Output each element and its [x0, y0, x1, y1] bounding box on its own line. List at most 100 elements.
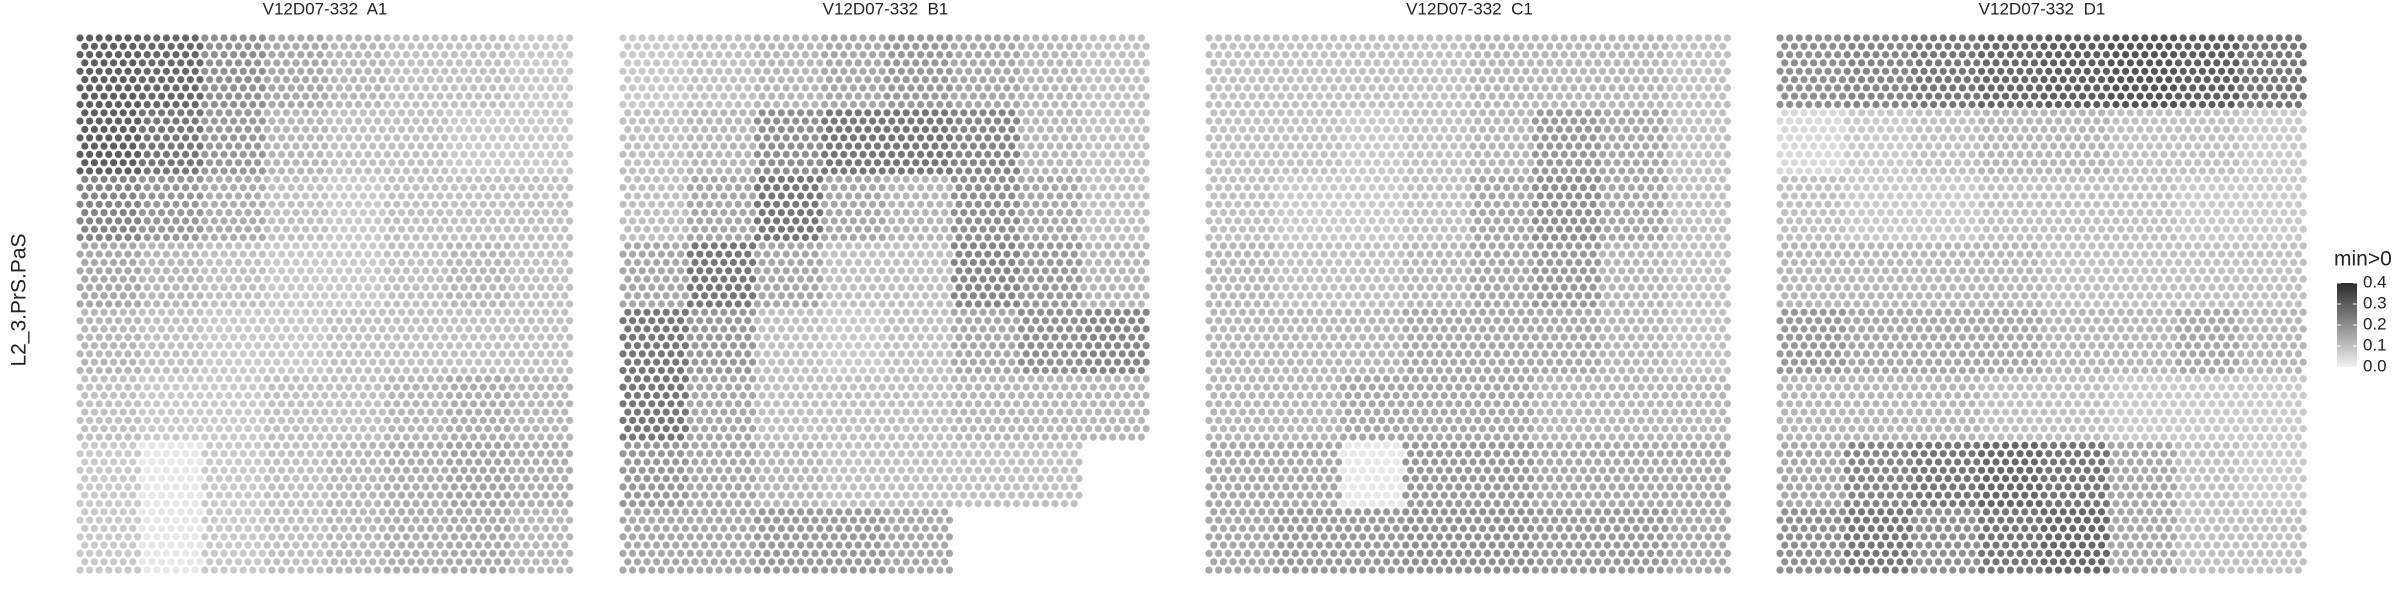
spot [215, 425, 223, 433]
spot [888, 134, 896, 142]
spot [792, 117, 800, 125]
spot [335, 283, 343, 291]
spot [114, 416, 122, 424]
spot [739, 42, 747, 50]
spot [715, 167, 723, 175]
spot [426, 342, 434, 350]
spot [508, 433, 516, 441]
spot [124, 433, 132, 441]
spot [311, 441, 319, 449]
spot [465, 475, 473, 483]
spot [206, 358, 214, 366]
spot [566, 250, 574, 258]
spot [398, 209, 406, 217]
spot [369, 325, 377, 333]
spot [518, 466, 526, 474]
spot [869, 67, 877, 75]
spot [950, 242, 958, 250]
spot [350, 325, 358, 333]
spot [508, 533, 516, 541]
spot [696, 184, 704, 192]
spot [830, 84, 838, 92]
spot [302, 491, 310, 499]
spot [816, 175, 824, 183]
spot [129, 209, 137, 217]
spot [359, 209, 367, 217]
spot [527, 400, 535, 408]
spot [854, 175, 862, 183]
spot [643, 275, 651, 283]
spot [989, 109, 997, 117]
spot [76, 233, 84, 242]
spot [268, 416, 276, 424]
spot [220, 217, 228, 225]
spot [830, 250, 838, 258]
spot [143, 300, 151, 308]
spot [316, 184, 324, 192]
spot [431, 51, 439, 59]
spot [494, 325, 502, 333]
spot [167, 358, 175, 366]
spot [297, 566, 305, 574]
spot [633, 275, 642, 283]
spot [345, 416, 353, 424]
spot [787, 125, 795, 133]
spot [821, 167, 829, 175]
spot [1075, 159, 1083, 167]
spot [921, 76, 930, 84]
spot [244, 375, 252, 383]
spot [1085, 192, 1093, 200]
spot [522, 275, 531, 283]
spot [1013, 51, 1021, 59]
spot [629, 217, 637, 225]
spot [321, 125, 329, 133]
spot [532, 475, 540, 483]
spot [460, 300, 468, 308]
spot [479, 184, 487, 192]
spot [76, 117, 84, 125]
spot [749, 142, 757, 150]
spot [196, 342, 204, 350]
spot [672, 192, 680, 200]
spot [522, 225, 531, 233]
spot [566, 67, 574, 75]
spot [354, 383, 362, 391]
spot [854, 76, 862, 84]
spot [667, 84, 675, 92]
spot [1032, 34, 1040, 42]
spot [297, 150, 305, 158]
spot [201, 300, 209, 308]
spot [566, 200, 574, 208]
spot [561, 109, 569, 117]
spot [321, 242, 329, 250]
spot [556, 150, 564, 158]
spot [1113, 109, 1121, 117]
spot [715, 267, 723, 275]
spot [474, 292, 482, 300]
spot [364, 150, 372, 158]
spot [551, 109, 559, 117]
spot [110, 125, 118, 133]
spot [254, 391, 262, 400]
spot [854, 92, 862, 100]
spot [941, 92, 949, 100]
spot [402, 483, 410, 491]
spot [398, 541, 406, 549]
spot [532, 192, 540, 200]
spot [172, 366, 180, 375]
spot [417, 408, 425, 416]
spot [215, 541, 223, 549]
spot [201, 184, 209, 192]
spot [936, 233, 944, 242]
spot [81, 342, 89, 350]
spot [768, 275, 776, 283]
spot [201, 34, 209, 42]
spot [196, 92, 204, 100]
spot [782, 200, 790, 208]
spot [1017, 258, 1025, 267]
spot [249, 283, 257, 291]
spot [148, 42, 156, 50]
spot [883, 42, 891, 50]
spot [441, 200, 449, 208]
spot [479, 400, 487, 408]
